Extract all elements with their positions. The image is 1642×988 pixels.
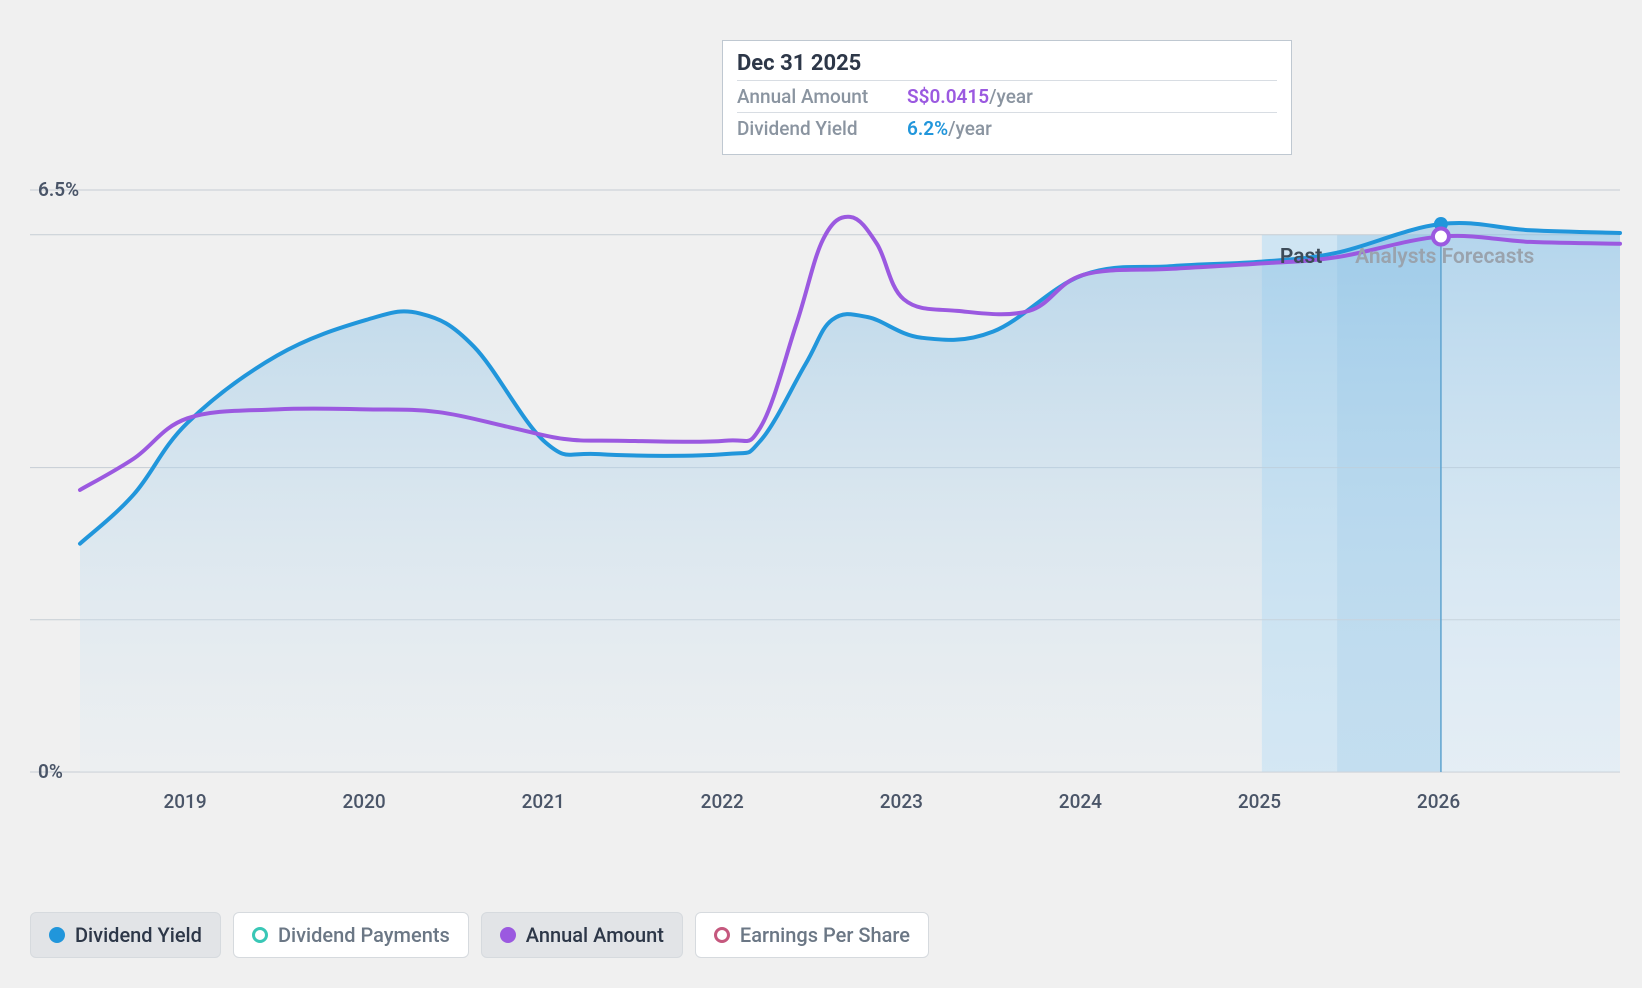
tooltip-row-label: Annual Amount xyxy=(737,85,907,108)
dividend-chart: 0%6.5% 20192020202120222023202420252026 … xyxy=(0,0,1642,988)
legend-marker-icon xyxy=(500,927,516,943)
legend-item-annualAmount[interactable]: Annual Amount xyxy=(481,912,683,958)
tooltip-row-unit: /year xyxy=(989,85,1033,108)
legend-marker-icon xyxy=(252,927,268,943)
tooltip-row-value: S$0.0415 xyxy=(907,85,989,108)
x-axis-tick-label: 2024 xyxy=(1059,790,1102,813)
y-axis-tick-label: 6.5% xyxy=(38,178,79,201)
x-axis-tick-label: 2026 xyxy=(1417,790,1460,813)
x-axis-tick-label: 2022 xyxy=(701,790,744,813)
region-label-past: Past xyxy=(1268,239,1335,275)
x-axis-tick-label: 2025 xyxy=(1238,790,1281,813)
legend-item-dividendYield[interactable]: Dividend Yield xyxy=(30,912,221,958)
tooltip-row-unit: /year xyxy=(948,117,992,140)
tooltip-row-value: 6.2% xyxy=(907,117,948,140)
x-axis-tick-label: 2019 xyxy=(163,790,206,813)
legend: Dividend Yield Dividend Payments Annual Am… xyxy=(30,912,929,958)
legend-item-label: Annual Amount xyxy=(526,923,664,947)
legend-marker-icon xyxy=(49,927,65,943)
legend-item-dividendPayments[interactable]: Dividend Payments xyxy=(233,912,469,958)
legend-item-label: Dividend Yield xyxy=(75,923,202,947)
y-axis-tick-label: 0% xyxy=(38,760,63,783)
x-axis-tick-label: 2023 xyxy=(880,790,923,813)
legend-item-eps[interactable]: Earnings Per Share xyxy=(695,912,929,958)
legend-item-label: Dividend Payments xyxy=(278,923,450,947)
tooltip-date: Dec 31 2025 xyxy=(737,51,1277,80)
hover-tooltip: Dec 31 2025 Annual Amount S$0.0415/year … xyxy=(722,40,1292,155)
x-axis-tick-label: 2021 xyxy=(522,790,565,813)
x-axis-tick-label: 2020 xyxy=(343,790,386,813)
legend-item-label: Earnings Per Share xyxy=(740,923,910,947)
legend-marker-icon xyxy=(714,927,730,943)
tooltip-row-label: Dividend Yield xyxy=(737,117,907,140)
region-label-forecast: Analysts Forecasts xyxy=(1343,239,1546,275)
